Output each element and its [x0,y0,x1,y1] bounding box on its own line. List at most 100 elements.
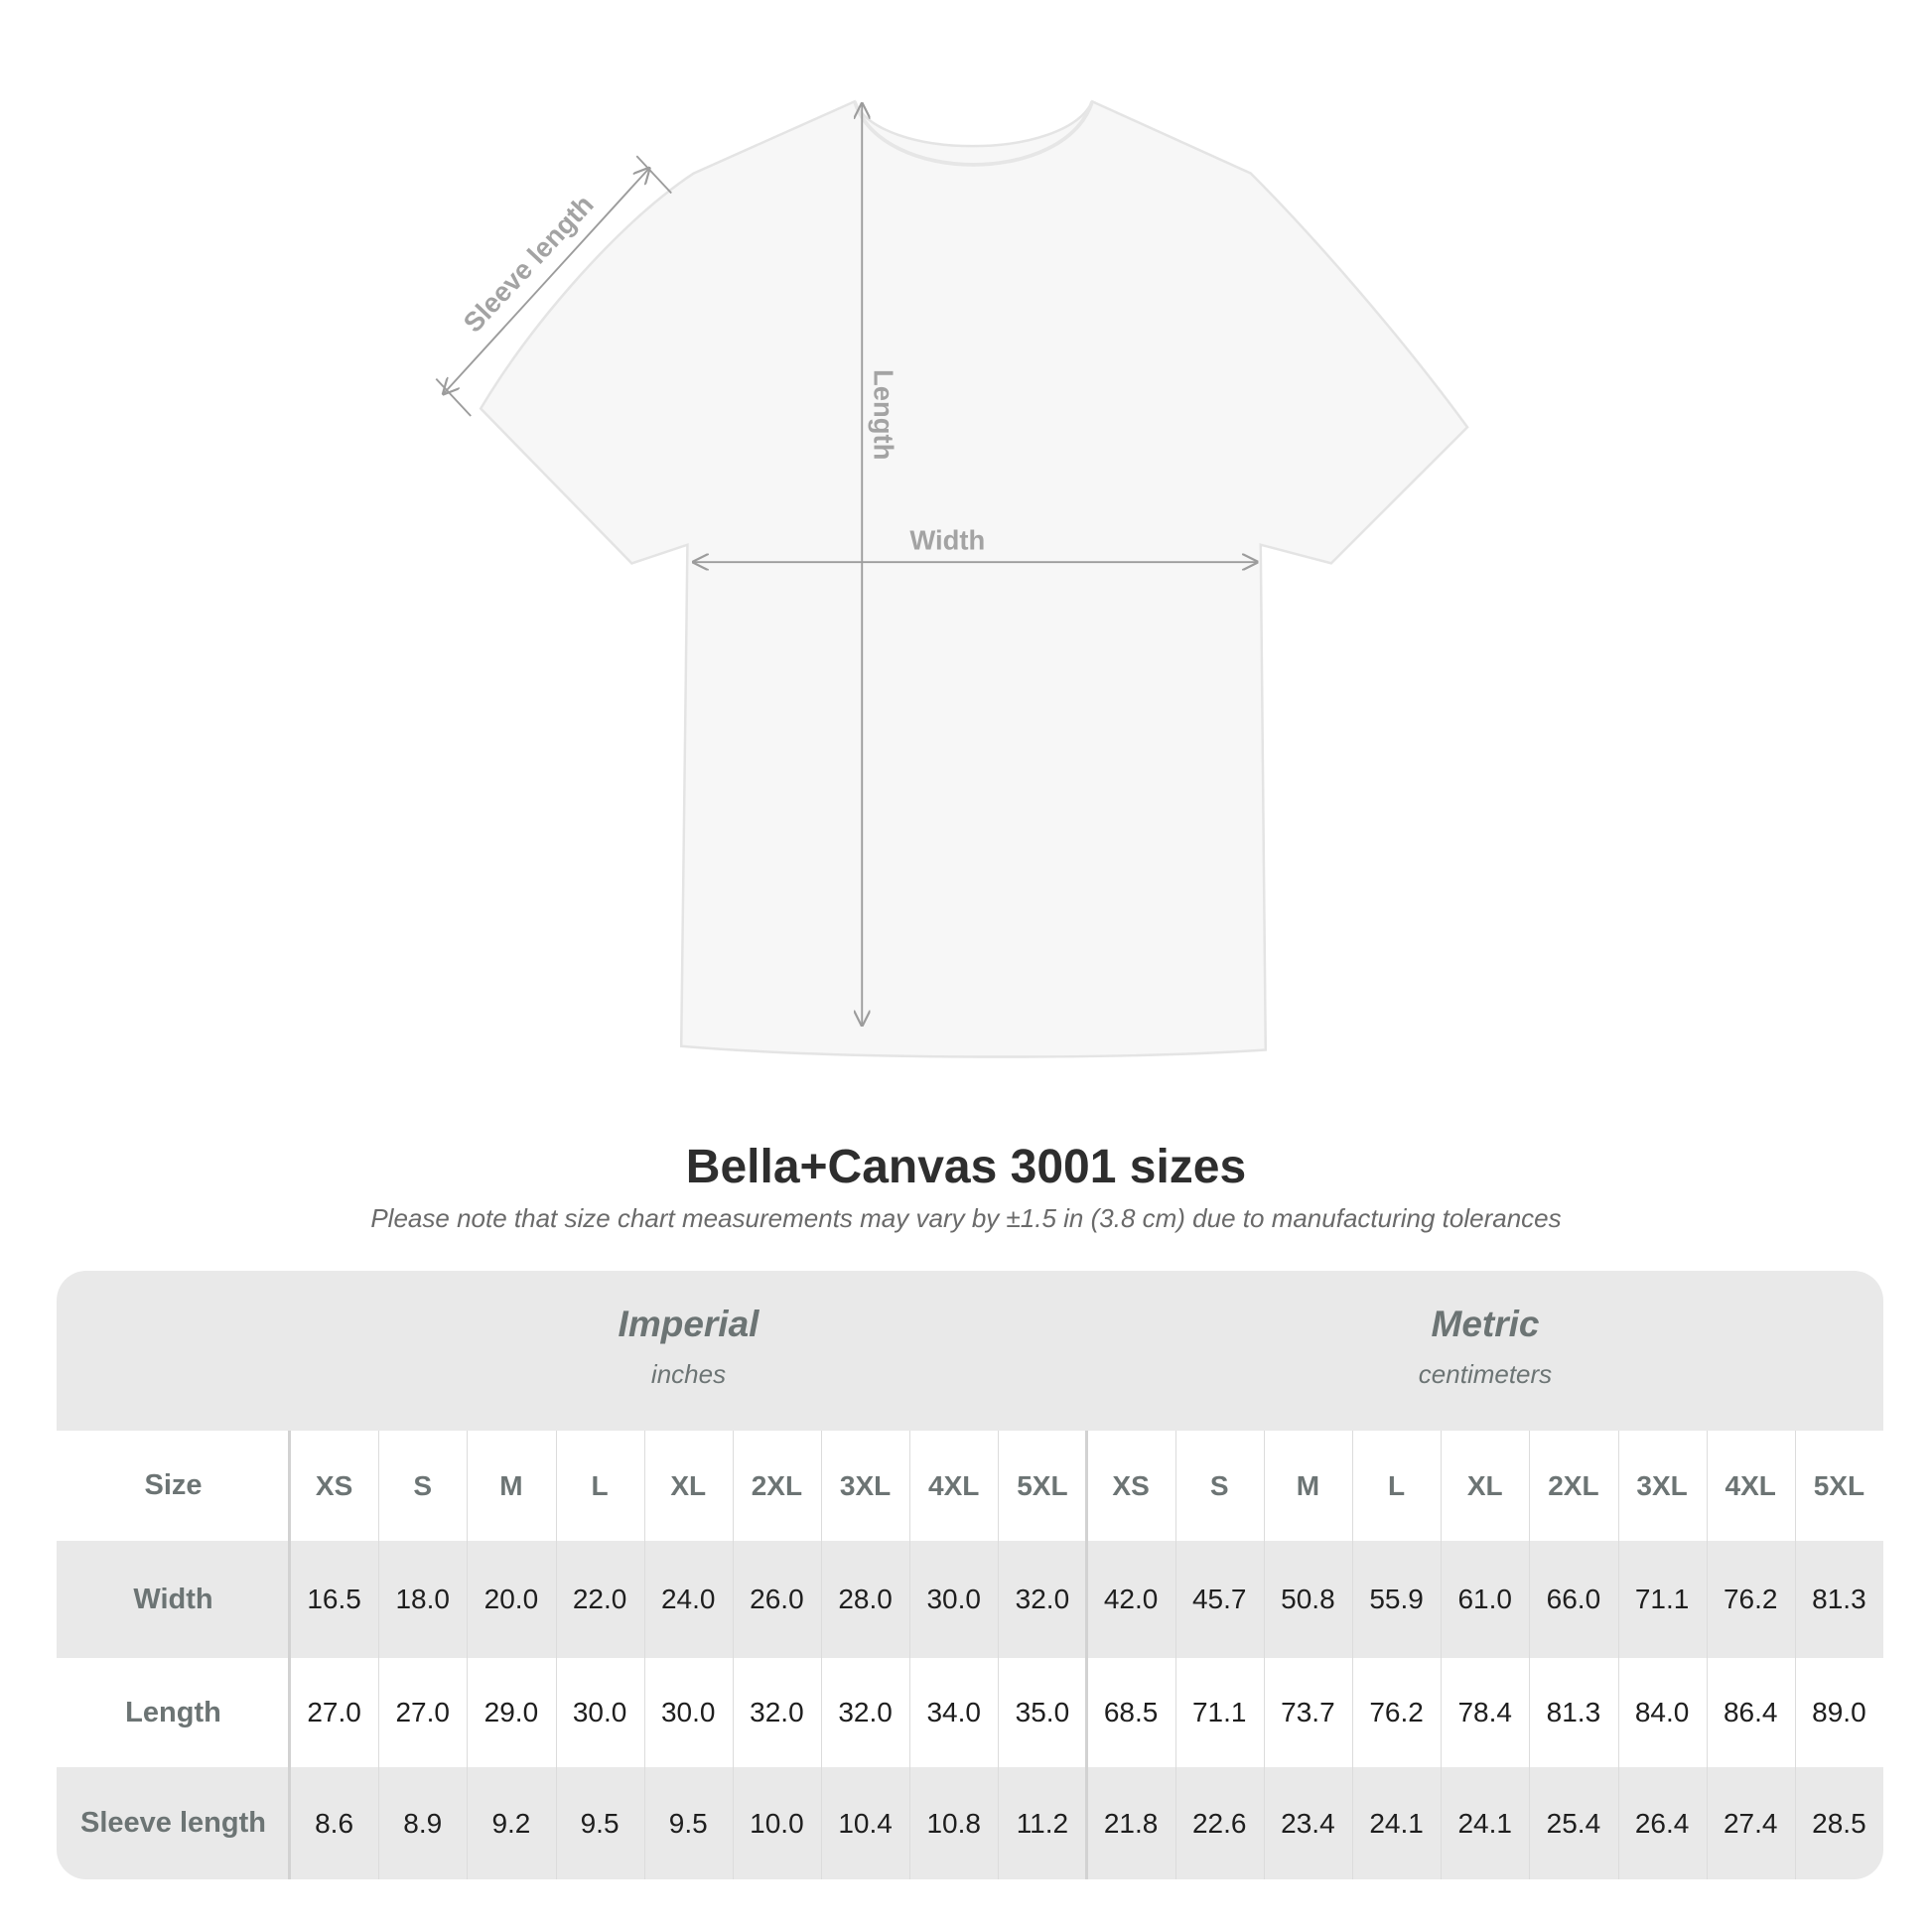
table-cell: 84.0 [1634,1697,1690,1727]
table-cell: 27.0 [395,1697,450,1727]
table-cell: 35.0 [1015,1697,1070,1727]
table-cell: 20.0 [483,1584,539,1614]
metric-unit: centimeters [1418,1359,1553,1389]
metric-title: Metric [1431,1304,1540,1344]
table-cell: 71.1 [1191,1697,1247,1727]
column-divider [1706,1431,1708,1879]
size-header: 4XL [1725,1469,1776,1501]
size-chart-table: Imperial inches Metric centimeters Size W… [57,1271,1883,1879]
table-cell: 23.4 [1281,1807,1335,1839]
table-cell: 22.6 [1191,1807,1247,1839]
column-divider [998,1431,1000,1879]
tshirt-diagram: Length Width Sleeve length [435,99,1469,1058]
table-cell: 34.0 [926,1697,981,1727]
table-cell: 26.4 [1634,1807,1690,1839]
table-cell: 76.2 [1369,1697,1424,1727]
tshirt-collar [852,100,1094,167]
table-cell: 24.1 [1369,1807,1424,1839]
column-divider [555,1431,557,1879]
column-divider [1441,1431,1443,1879]
column-divider [909,1431,911,1879]
size-header: XL [670,1469,707,1501]
column-divider [378,1431,380,1879]
table-cell: 10.0 [750,1807,804,1839]
table-cell: 42.0 [1103,1584,1159,1614]
table-cell: 81.3 [1546,1697,1601,1727]
column-divider [821,1431,822,1879]
table-cell: 28.0 [838,1584,893,1614]
tolerance-note: Please note that size chart measurements… [370,1203,1562,1233]
table-cell: 73.7 [1281,1697,1335,1727]
column-divider [1263,1431,1265,1879]
table-cell: 9.5 [580,1807,620,1839]
column-divider [1352,1431,1353,1879]
size-header: 5XL [1017,1469,1068,1501]
imperial-unit: inches [650,1359,727,1389]
table-cell: 8.6 [315,1807,354,1839]
column-divider [467,1431,469,1879]
table-cell: 27.0 [307,1697,361,1727]
column-divider [732,1431,734,1879]
table-cell: 89.0 [1812,1697,1866,1727]
size-header: M [1296,1469,1320,1501]
size-header: S [1209,1469,1229,1501]
imperial-title: Imperial [618,1304,759,1344]
table-cell: 32.0 [750,1697,804,1727]
table-cell: 55.9 [1369,1584,1424,1614]
column-divider [1174,1431,1176,1879]
row-label: Size [144,1469,203,1501]
table-cell: 28.5 [1812,1807,1866,1839]
table-cell: 32.0 [838,1697,893,1727]
table-cell: 26.0 [750,1584,804,1614]
size-header: 4XL [928,1469,980,1501]
size-header: S [413,1469,433,1501]
table-cell: 9.5 [668,1807,708,1839]
size-header: XS [315,1469,353,1501]
column-divider [1794,1431,1796,1879]
imperial-header: Imperial inches [290,1271,1087,1431]
tshirt-shape [479,99,1469,1058]
page-title: Bella+Canvas 3001 sizes [685,1141,1247,1193]
table-cell: 24.1 [1457,1807,1512,1839]
table-cell: 32.0 [1015,1584,1070,1614]
size-header: 2XL [1548,1469,1599,1501]
column-divider [1617,1431,1619,1879]
table-cell: 61.0 [1457,1584,1512,1614]
size-header: 5XL [1813,1469,1865,1501]
table-cell: 8.9 [403,1807,443,1839]
column-divider [288,1431,291,1879]
table-cell: 50.8 [1281,1584,1335,1614]
table-cell: 30.0 [660,1697,716,1727]
table-cell: 68.5 [1103,1697,1159,1727]
length-label: Length [869,369,899,460]
sleeve-tick [635,155,672,195]
table-cell: 45.7 [1191,1584,1247,1614]
table-cell: 66.0 [1546,1584,1601,1614]
table-cell: 27.4 [1723,1807,1778,1839]
metric-header: Metric centimeters [1087,1271,1883,1431]
column-divider [1084,1431,1088,1879]
column-divider [1529,1431,1531,1879]
row-band [57,1767,1883,1879]
size-header: L [591,1469,609,1501]
size-header: XL [1466,1469,1503,1501]
table-cell: 86.4 [1723,1697,1778,1727]
column-divider [643,1431,645,1879]
row-label: Width [133,1583,213,1615]
sleeve-measure-line [444,169,649,394]
row-band [57,1541,1883,1658]
table-cell: 21.8 [1103,1807,1159,1839]
table-cell: 76.2 [1723,1584,1778,1614]
table-cell: 30.0 [572,1697,627,1727]
size-header: L [1388,1469,1406,1501]
table-cell: 81.3 [1812,1584,1866,1614]
table-cell: 10.8 [926,1807,981,1839]
table-cell: 18.0 [395,1584,450,1614]
table-cell: 11.2 [1016,1807,1069,1839]
size-header: 3XL [1636,1469,1688,1501]
size-header: 3XL [839,1469,892,1501]
size-header: M [499,1469,523,1501]
row-label: Length [125,1696,221,1728]
size-header: 2XL [751,1469,803,1501]
table-cell: 16.5 [307,1584,361,1614]
